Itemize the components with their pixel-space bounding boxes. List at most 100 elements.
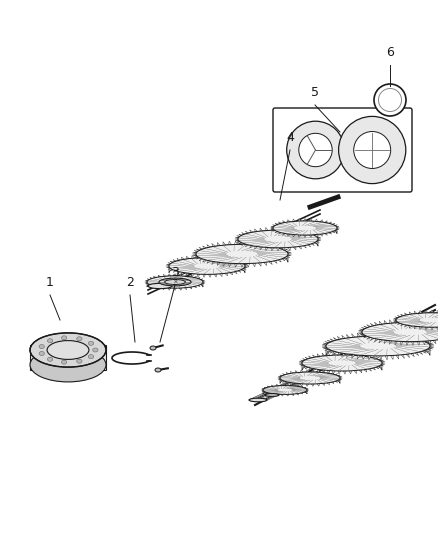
Polygon shape [427, 342, 431, 343]
Polygon shape [419, 352, 423, 354]
Polygon shape [252, 241, 255, 245]
Polygon shape [276, 394, 279, 396]
Polygon shape [317, 354, 320, 357]
Polygon shape [368, 356, 371, 360]
Polygon shape [363, 356, 365, 360]
Polygon shape [168, 263, 171, 264]
Polygon shape [273, 261, 277, 263]
Polygon shape [219, 255, 222, 259]
Polygon shape [422, 339, 426, 341]
Polygon shape [430, 347, 434, 348]
Polygon shape [327, 383, 329, 385]
Polygon shape [292, 394, 294, 396]
Polygon shape [208, 274, 211, 277]
Polygon shape [304, 387, 306, 388]
Polygon shape [332, 352, 335, 355]
Polygon shape [299, 364, 303, 365]
Polygon shape [163, 274, 166, 277]
Polygon shape [147, 279, 150, 280]
Polygon shape [424, 350, 429, 352]
Polygon shape [417, 342, 420, 345]
Polygon shape [410, 335, 414, 338]
Polygon shape [368, 332, 371, 336]
Polygon shape [278, 246, 281, 248]
Polygon shape [322, 353, 325, 356]
Polygon shape [234, 271, 237, 274]
Polygon shape [192, 255, 194, 259]
Polygon shape [264, 392, 266, 393]
Polygon shape [337, 336, 341, 340]
Ellipse shape [362, 322, 438, 342]
Polygon shape [166, 264, 170, 265]
Polygon shape [238, 230, 318, 246]
Polygon shape [198, 277, 200, 279]
Polygon shape [330, 351, 334, 353]
Polygon shape [281, 384, 284, 386]
Polygon shape [414, 311, 417, 314]
Polygon shape [332, 231, 335, 233]
Polygon shape [297, 385, 299, 386]
Polygon shape [196, 245, 288, 262]
Polygon shape [337, 380, 340, 381]
Polygon shape [368, 355, 371, 357]
Polygon shape [181, 272, 184, 275]
Ellipse shape [273, 221, 337, 235]
Polygon shape [367, 325, 371, 327]
Polygon shape [179, 274, 182, 276]
Polygon shape [254, 246, 258, 249]
Polygon shape [194, 276, 196, 278]
Ellipse shape [265, 393, 279, 397]
Polygon shape [293, 219, 295, 222]
Polygon shape [287, 255, 291, 256]
Polygon shape [173, 273, 177, 276]
Text: 5: 5 [311, 86, 319, 99]
Polygon shape [422, 341, 425, 345]
Circle shape [378, 88, 402, 111]
Polygon shape [276, 248, 279, 251]
Polygon shape [372, 356, 375, 358]
Polygon shape [290, 372, 293, 374]
Polygon shape [198, 285, 200, 287]
Polygon shape [170, 261, 173, 263]
Polygon shape [384, 320, 387, 324]
Ellipse shape [302, 355, 382, 371]
Ellipse shape [396, 313, 438, 327]
Polygon shape [400, 324, 404, 326]
Polygon shape [244, 267, 247, 268]
Polygon shape [290, 383, 293, 385]
Polygon shape [335, 374, 338, 375]
Polygon shape [243, 268, 246, 269]
Polygon shape [247, 263, 250, 267]
Polygon shape [223, 242, 226, 245]
Polygon shape [325, 342, 329, 343]
Polygon shape [343, 371, 346, 374]
Polygon shape [265, 247, 268, 251]
Polygon shape [298, 229, 301, 232]
Ellipse shape [196, 245, 288, 264]
Polygon shape [240, 264, 244, 267]
Polygon shape [339, 376, 342, 377]
Polygon shape [431, 310, 434, 313]
Polygon shape [314, 219, 317, 222]
Polygon shape [395, 322, 398, 323]
Polygon shape [237, 236, 240, 237]
Polygon shape [400, 319, 403, 322]
Polygon shape [203, 260, 206, 262]
Polygon shape [199, 259, 203, 261]
Polygon shape [328, 222, 332, 224]
Polygon shape [181, 257, 184, 260]
Polygon shape [214, 274, 217, 277]
Polygon shape [327, 352, 330, 356]
Polygon shape [322, 347, 326, 348]
Polygon shape [431, 327, 434, 330]
Text: 3: 3 [171, 266, 179, 279]
Polygon shape [309, 235, 312, 238]
Polygon shape [300, 365, 304, 366]
Polygon shape [283, 381, 285, 382]
Polygon shape [212, 261, 215, 264]
Polygon shape [267, 393, 269, 394]
Polygon shape [395, 341, 398, 345]
Polygon shape [286, 382, 289, 384]
FancyBboxPatch shape [273, 108, 412, 192]
Polygon shape [336, 229, 339, 230]
